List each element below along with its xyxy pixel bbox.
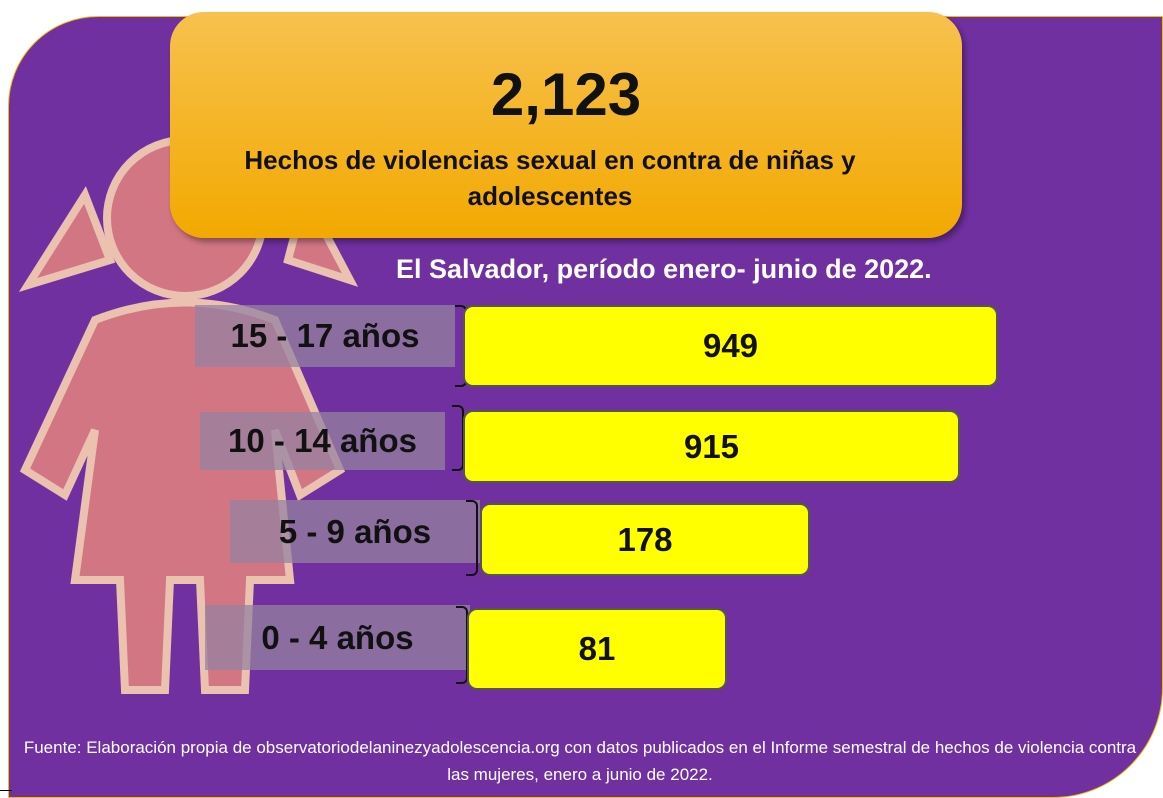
age-label: 0 - 4 años <box>205 605 470 670</box>
title: Hechos de violencias sexual en contra de… <box>244 145 856 211</box>
count-box: 949 <box>463 305 998 387</box>
subtitle: El Salvador, período enero- junio de 202… <box>396 254 932 284</box>
count-box: 81 <box>467 608 727 690</box>
count-box: 915 <box>463 410 960 483</box>
header-box: 2,123 Hechos de violencias sexual en con… <box>170 12 962 238</box>
age-label: 10 - 14 años <box>200 412 445 470</box>
total: 2,123 <box>490 61 642 128</box>
count-box: 178 <box>480 503 810 576</box>
age-label: 5 - 9 años <box>230 500 480 563</box>
age-label: 15 - 17 años <box>195 305 455 367</box>
source: Fuente: Elaboración propia de observator… <box>23 738 1137 784</box>
bracket <box>466 500 478 576</box>
edge-line <box>0 790 12 791</box>
